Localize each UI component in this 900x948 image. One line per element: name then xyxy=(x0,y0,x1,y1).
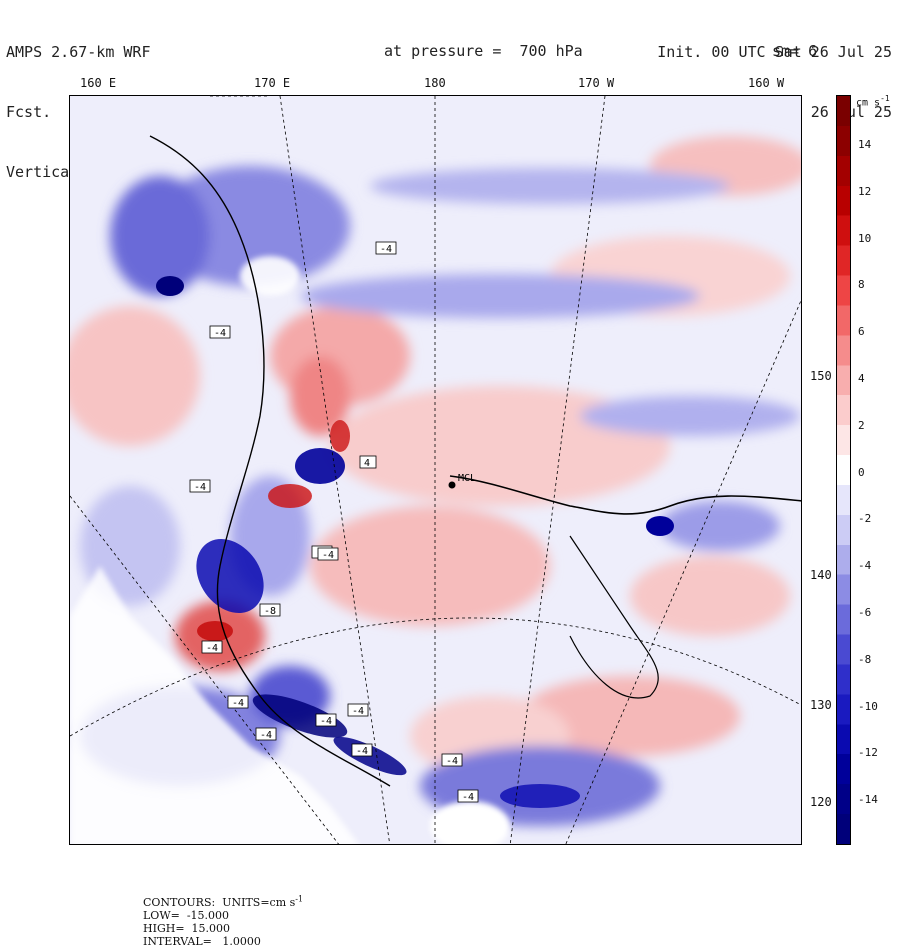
smoothing-value: sm= 6 xyxy=(772,42,818,60)
svg-text:-4: -4 xyxy=(380,244,392,255)
station-marker-icon xyxy=(448,481,456,489)
svg-text:-4: -4 xyxy=(446,756,458,767)
contour-label: -4 xyxy=(255,727,277,741)
lon-label-180: 180 xyxy=(424,76,446,90)
contour-label: -4 xyxy=(227,695,249,709)
contour-units: CONTOURS: UNITS=cm s-1 xyxy=(143,894,304,909)
contour-units-text: CONTOURS: UNITS=cm s xyxy=(143,895,296,909)
colorbar-tick-label: -10 xyxy=(858,699,878,713)
contour-label: -4 xyxy=(351,743,373,757)
colorbar-tick-label: 2 xyxy=(858,418,865,432)
lon-label-170e: 170 E xyxy=(254,76,291,90)
svg-text:4: 4 xyxy=(364,458,370,469)
colorbar-tick-label: -4 xyxy=(858,559,872,573)
pressure-level: at pressure = 700 hPa xyxy=(384,42,583,60)
grounding-line xyxy=(569,535,659,699)
svg-text:-4: -4 xyxy=(322,550,334,561)
contour-label: -4 xyxy=(189,479,211,493)
lon-label-170w: 170 W xyxy=(578,76,615,90)
svg-text:-4: -4 xyxy=(320,716,332,727)
svg-text:-8: -8 xyxy=(264,606,276,617)
colorbar-tick-label: -14 xyxy=(858,793,878,807)
svg-text:-4: -4 xyxy=(232,698,244,709)
colorbar-tick-label: -6 xyxy=(858,606,872,619)
contour-label: -4 xyxy=(201,640,223,654)
colorbar-tick-label: 14 xyxy=(858,138,872,151)
strong-cells xyxy=(156,276,674,808)
contour-info: CONTOURS: UNITS=cm s-1 LOW= -15.000 HIGH… xyxy=(136,881,337,948)
svg-text:-4: -4 xyxy=(260,730,272,741)
colorbar-tick-label: 6 xyxy=(858,325,865,339)
contour-label: -4 xyxy=(347,703,369,717)
map-canvas: MCL -4 -4 -4 -4 4 -4 -4 -8 -4 -4 -4 -4 -… xyxy=(70,96,801,844)
colorbar-tick-label: -2 xyxy=(858,512,872,526)
graticule xyxy=(70,96,801,844)
contour-label: 4 xyxy=(359,455,377,469)
svg-text:-4: -4 xyxy=(356,746,368,757)
svg-text:-4: -4 xyxy=(194,482,206,493)
init-time: Init. 00 UTC Sat 26 Jul 25 xyxy=(657,43,892,61)
colorbar-unit: cm s-1 xyxy=(856,94,890,108)
contour-label: -4 xyxy=(209,325,231,339)
colorbar-tick-label: 8 xyxy=(858,278,865,292)
contour-high: HIGH= 15.000 xyxy=(143,921,231,935)
contour-label: -8 xyxy=(259,603,281,617)
colorbar-unit-text: cm s xyxy=(856,97,881,109)
colorbar-tick-label: 10 xyxy=(858,231,872,245)
svg-text:-4: -4 xyxy=(352,706,364,717)
contour-units-exp: -1 xyxy=(295,894,304,903)
colorbar-tick-label: -8 xyxy=(858,652,872,666)
svg-text:-4: -4 xyxy=(214,328,226,339)
mountain-ridge xyxy=(149,135,391,787)
contour-label: -4 xyxy=(317,547,339,561)
colorbar-tick-label: -12 xyxy=(858,746,878,760)
contour-interval: INTERVAL= 1.0000 xyxy=(143,934,261,948)
contour-label: -4 xyxy=(375,241,397,255)
contour-label: -4 xyxy=(441,753,463,767)
contour-low: LOW= -15.000 xyxy=(143,908,230,922)
station-label: MCL xyxy=(458,473,476,484)
lon-label-160w: 160 W xyxy=(748,76,785,90)
coastline xyxy=(449,475,801,515)
contour-labels: -4 -4 -4 -4 4 -4 -4 -8 -4 -4 -4 -4 -4 -4… xyxy=(189,241,479,803)
svg-text:-4: -4 xyxy=(462,792,474,803)
vertical-velocity-map[interactable]: MCL -4 -4 -4 -4 4 -4 -4 -8 -4 -4 -4 -4 -… xyxy=(69,95,802,845)
colorbar xyxy=(836,95,851,845)
colorbar-tick-label: 0 xyxy=(858,465,865,479)
svg-text:-4: -4 xyxy=(206,643,218,654)
contour-label: -4 xyxy=(315,713,337,727)
colorbar-tick-label: 4 xyxy=(858,372,865,385)
colorbar-unit-exp: -1 xyxy=(880,94,890,103)
lon-label-160e: 160 E xyxy=(80,76,117,90)
contour-label: -4 xyxy=(457,789,479,803)
colorbar-tick-label: 12 xyxy=(858,184,872,198)
model-title: AMPS 2.67-km WRF xyxy=(6,43,151,61)
